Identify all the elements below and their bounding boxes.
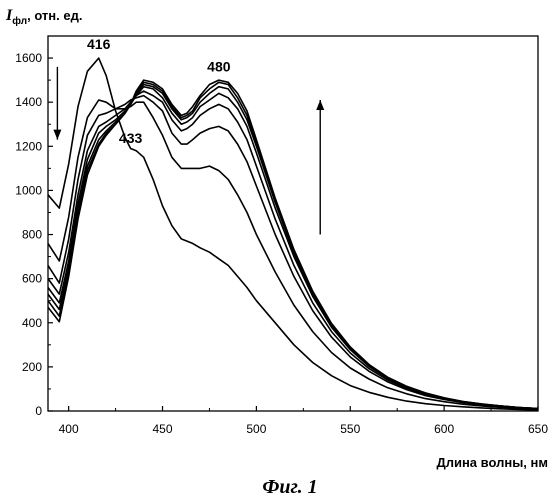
arrow-up-head xyxy=(316,100,324,110)
peak-label-416: 416 xyxy=(87,36,111,52)
figure-caption: Фиг. 1 xyxy=(262,476,317,498)
x-tick-label: 400 xyxy=(59,422,79,436)
arrow-down-head xyxy=(53,130,61,140)
peak-label-480: 480 xyxy=(207,58,231,74)
plot-frame xyxy=(48,36,538,411)
x-tick-label: 600 xyxy=(434,422,454,436)
x-tick-label: 550 xyxy=(340,422,360,436)
y-tick-label: 1400 xyxy=(15,95,42,109)
y-tick-label: 400 xyxy=(22,316,42,330)
x-tick-label: 500 xyxy=(246,422,266,436)
y-axis-label-units: , отн. ед. xyxy=(27,8,82,23)
x-axis-label: Длина волны, нм xyxy=(436,455,548,470)
x-tick-label: 450 xyxy=(153,422,173,436)
y-axis-label: Iфл, отн. ед. xyxy=(5,7,82,27)
plot-area: 0 200 400 600 800 1000 1200 1400 1600 400 450 500 55… xyxy=(15,36,548,436)
peak-label-433: 433 xyxy=(119,130,143,146)
y-tick-label: 1000 xyxy=(15,183,42,197)
y-tick-label: 800 xyxy=(22,228,42,242)
y-tick-label: 200 xyxy=(22,360,42,374)
y-axis-label-subscript: фл xyxy=(12,15,27,27)
x-tick-label: 650 xyxy=(528,422,548,436)
y-tick-label: 600 xyxy=(22,272,42,286)
y-tick-label: 0 xyxy=(35,404,42,418)
y-tick-label: 1600 xyxy=(15,51,42,65)
y-tick-label: 1200 xyxy=(15,139,42,153)
